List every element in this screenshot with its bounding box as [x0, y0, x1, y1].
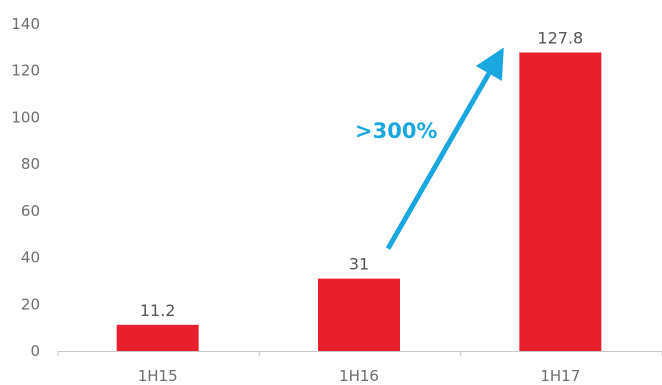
- y-tick-label: 100: [11, 108, 40, 126]
- x-axis-categories: 1H15 1H16 1H17: [138, 367, 581, 385]
- y-tick-label: 0: [30, 342, 40, 360]
- data-label-1H16: 31: [349, 255, 369, 274]
- y-tick-label: 60: [21, 202, 40, 220]
- y-axis-ticks: 0 20 40 60 80 100 120 140: [11, 15, 40, 360]
- y-tick-label: 80: [21, 155, 40, 173]
- growth-arrow: [385, 47, 504, 250]
- category-label-1H15: 1H15: [138, 367, 178, 385]
- growth-annotation-label: >300%: [355, 119, 437, 143]
- y-tick-label: 140: [11, 15, 40, 33]
- category-label-1H17: 1H17: [540, 367, 580, 385]
- bar-1H15: [116, 324, 199, 351]
- y-tick-label: 120: [11, 62, 40, 80]
- bar-1H16: [318, 278, 400, 351]
- growth-annotation: >300%: [355, 47, 504, 250]
- category-label-1H16: 1H16: [339, 367, 379, 385]
- data-label-1H17: 127.8: [537, 28, 583, 47]
- data-label-1H15: 11.2: [140, 301, 176, 320]
- y-tick-label: 40: [21, 249, 40, 267]
- y-tick-label: 20: [21, 295, 40, 313]
- data-labels: 11.2 31 127.8: [140, 28, 583, 319]
- bars: [116, 52, 602, 351]
- bar-1H17: [519, 52, 602, 351]
